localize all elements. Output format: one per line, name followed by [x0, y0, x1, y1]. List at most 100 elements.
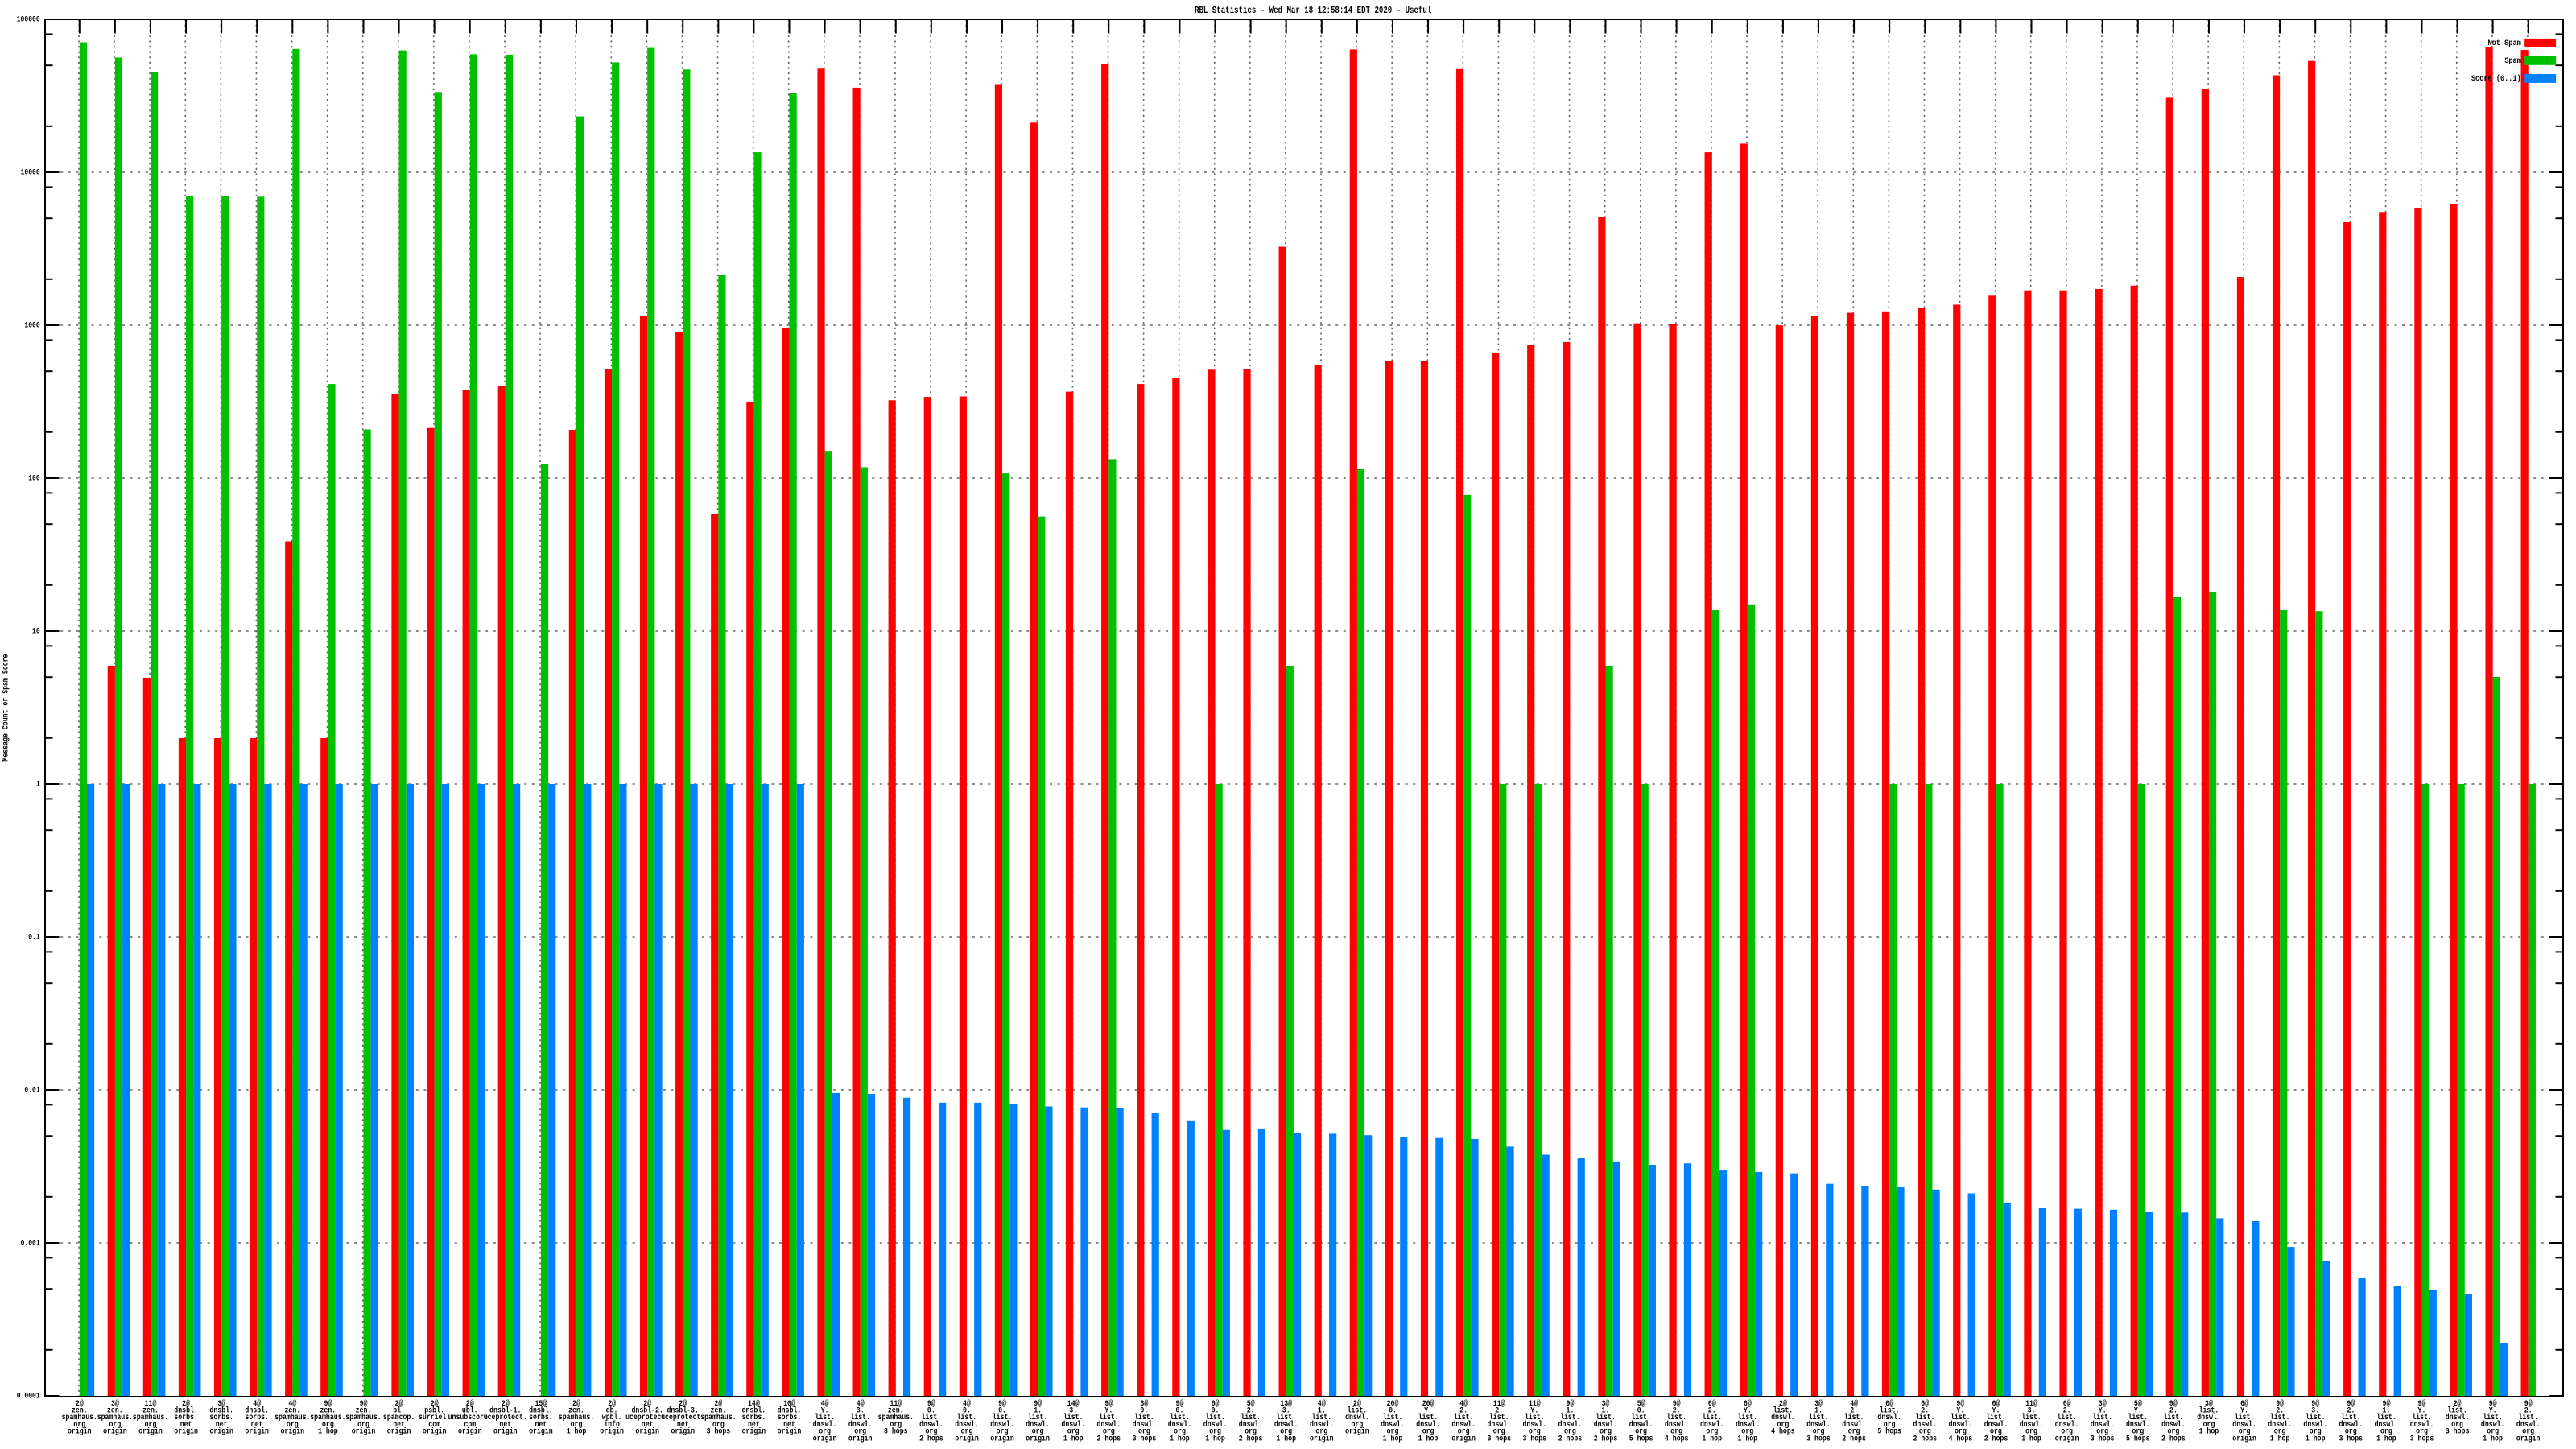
- svg-text:3@: 3@: [2205, 1399, 2213, 1409]
- svg-text:100000: 100000: [17, 15, 40, 25]
- svg-text:origin: origin: [955, 1434, 979, 1443]
- svg-text:com: com: [428, 1420, 440, 1430]
- svg-text:0.1: 0.1: [28, 933, 40, 943]
- svg-text:origin: origin: [209, 1427, 233, 1437]
- svg-text:dnswl.: dnswl.: [2232, 1420, 2256, 1430]
- svg-text:dnswl.: dnswl.: [2055, 1420, 2079, 1430]
- svg-text:dnswl.: dnswl.: [1097, 1420, 1121, 1430]
- svg-text:org: org: [2132, 1427, 2144, 1437]
- svg-text:2@: 2@: [679, 1399, 687, 1409]
- svg-text:0.: 0.: [1176, 1406, 1184, 1416]
- svg-text:list.: list.: [1276, 1413, 1296, 1422]
- svg-text:Y.: Y.: [2134, 1406, 2142, 1416]
- svg-text:spamhaus.: spamhaus.: [275, 1413, 310, 1422]
- svg-text:dnsbl.: dnsbl.: [245, 1406, 269, 1416]
- svg-text:list.: list.: [1099, 1413, 1119, 1422]
- svg-text:ubl.: ubl.: [462, 1406, 478, 1416]
- svg-text:origin: origin: [778, 1427, 802, 1437]
- svg-text:dnswl.: dnswl.: [2020, 1420, 2044, 1430]
- svg-text:9@: 9@: [2524, 1399, 2533, 1409]
- svg-text:Y.: Y.: [2489, 1406, 2497, 1416]
- svg-text:1 hop: 1 hop: [1170, 1434, 1190, 1443]
- svg-text:org: org: [1635, 1427, 1647, 1437]
- svg-text:list.: list.: [2128, 1413, 2149, 1422]
- svg-text:6@: 6@: [1992, 1399, 2000, 1409]
- svg-text:dnswl.: dnswl.: [919, 1420, 943, 1430]
- svg-text:dnswl.: dnswl.: [1877, 1413, 1901, 1422]
- svg-text:2@: 2@: [431, 1399, 439, 1409]
- svg-text:3.: 3.: [857, 1406, 865, 1416]
- svg-text:dnswl.: dnswl.: [2126, 1420, 2150, 1430]
- svg-text:3@: 3@: [2099, 1399, 2107, 1409]
- svg-text:org: org: [1138, 1427, 1150, 1437]
- svg-text:list.: list.: [2021, 1413, 2041, 1422]
- svg-text:list.: list.: [1844, 1413, 1864, 1422]
- svg-text:org: org: [1777, 1420, 1790, 1430]
- svg-text:3@: 3@: [111, 1399, 119, 1409]
- svg-text:2 hops: 2 hops: [1984, 1434, 2008, 1443]
- svg-text:0@: 0@: [1885, 1399, 1893, 1409]
- svg-text:4@: 4@: [821, 1399, 829, 1409]
- svg-text:dnswl.: dnswl.: [990, 1420, 1014, 1430]
- svg-text:org: org: [1209, 1427, 1221, 1437]
- svg-text:dnsbl.: dnsbl.: [529, 1406, 553, 1416]
- svg-text:2@: 2@: [643, 1399, 651, 1409]
- svg-text:2.: 2.: [2524, 1406, 2533, 1416]
- svg-text:dnswl.: dnswl.: [1949, 1420, 1973, 1430]
- svg-text:Not Spam: Not Spam: [2488, 39, 2521, 48]
- svg-text:list.: list.: [1489, 1413, 1509, 1422]
- svg-text:Y.: Y.: [821, 1406, 829, 1416]
- svg-text:origin: origin: [990, 1434, 1014, 1443]
- svg-text:5@: 5@: [2134, 1399, 2142, 1409]
- svg-text:uceprotect.: uceprotect.: [625, 1413, 669, 1422]
- svg-text:1 hop: 1 hop: [1205, 1434, 1225, 1443]
- svg-text:list.: list.: [2447, 1406, 2467, 1416]
- svg-text:org: org: [1352, 1420, 1364, 1430]
- svg-text:0.: 0.: [963, 1406, 971, 1416]
- svg-text:dnswl.: dnswl.: [1026, 1420, 1050, 1430]
- svg-text:list.: list.: [2412, 1413, 2432, 1422]
- svg-text:list.: list.: [2518, 1413, 2538, 1422]
- svg-text:org: org: [1813, 1427, 1825, 1437]
- svg-text:bl.: bl.: [393, 1406, 405, 1416]
- svg-text:1.: 1.: [1814, 1406, 1823, 1416]
- svg-text:9@: 9@: [2418, 1399, 2426, 1409]
- svg-text:origin: origin: [423, 1427, 447, 1437]
- svg-text:dnsbl.: dnsbl.: [174, 1406, 198, 1416]
- svg-text:dnswl.: dnswl.: [2161, 1420, 2186, 1430]
- svg-text:org: org: [890, 1420, 902, 1430]
- svg-text:dnswl.: dnswl.: [2303, 1420, 2327, 1430]
- svg-text:dnswl.: dnswl.: [848, 1420, 873, 1430]
- svg-text:2.: 2.: [2063, 1406, 2071, 1416]
- svg-text:origin: origin: [848, 1434, 873, 1443]
- svg-text:9@: 9@: [324, 1399, 332, 1409]
- svg-text:list.: list.: [2235, 1413, 2255, 1422]
- svg-text:org: org: [1174, 1427, 1186, 1437]
- svg-text:spamhaus.: spamhaus.: [62, 1413, 97, 1422]
- svg-text:net: net: [393, 1420, 405, 1430]
- svg-text:zen.: zen.: [320, 1406, 336, 1416]
- svg-text:org: org: [1564, 1427, 1576, 1437]
- svg-text:org: org: [1529, 1427, 1541, 1437]
- svg-text:unsubscore.: unsubscore.: [448, 1413, 492, 1422]
- svg-text:dnswl.: dnswl.: [1913, 1420, 1938, 1430]
- svg-text:4 hops: 4 hops: [1949, 1434, 1973, 1443]
- svg-text:origin: origin: [103, 1427, 127, 1437]
- svg-text:org: org: [357, 1420, 369, 1430]
- svg-text:14@: 14@: [1067, 1399, 1080, 1409]
- svg-text:6@: 6@: [1744, 1399, 1752, 1409]
- svg-text:0.001: 0.001: [21, 1239, 40, 1249]
- svg-text:1 hop: 1 hop: [567, 1427, 587, 1437]
- svg-text:origin: origin: [68, 1427, 92, 1437]
- svg-text:2 hops: 2 hops: [919, 1434, 943, 1443]
- svg-text:dnswl.: dnswl.: [2339, 1420, 2363, 1430]
- svg-text:1 hop: 1 hop: [2199, 1427, 2219, 1437]
- svg-text:9@: 9@: [2489, 1399, 2497, 1409]
- svg-text:list.: list.: [2164, 1413, 2184, 1422]
- svg-text:Y.: Y.: [2240, 1406, 2248, 1416]
- svg-text:com: com: [464, 1420, 476, 1430]
- svg-text:2@: 2@: [466, 1399, 474, 1409]
- svg-text:9@: 9@: [1176, 1399, 1184, 1409]
- svg-text:org: org: [145, 1420, 157, 1430]
- svg-text:list.: list.: [1738, 1413, 1758, 1422]
